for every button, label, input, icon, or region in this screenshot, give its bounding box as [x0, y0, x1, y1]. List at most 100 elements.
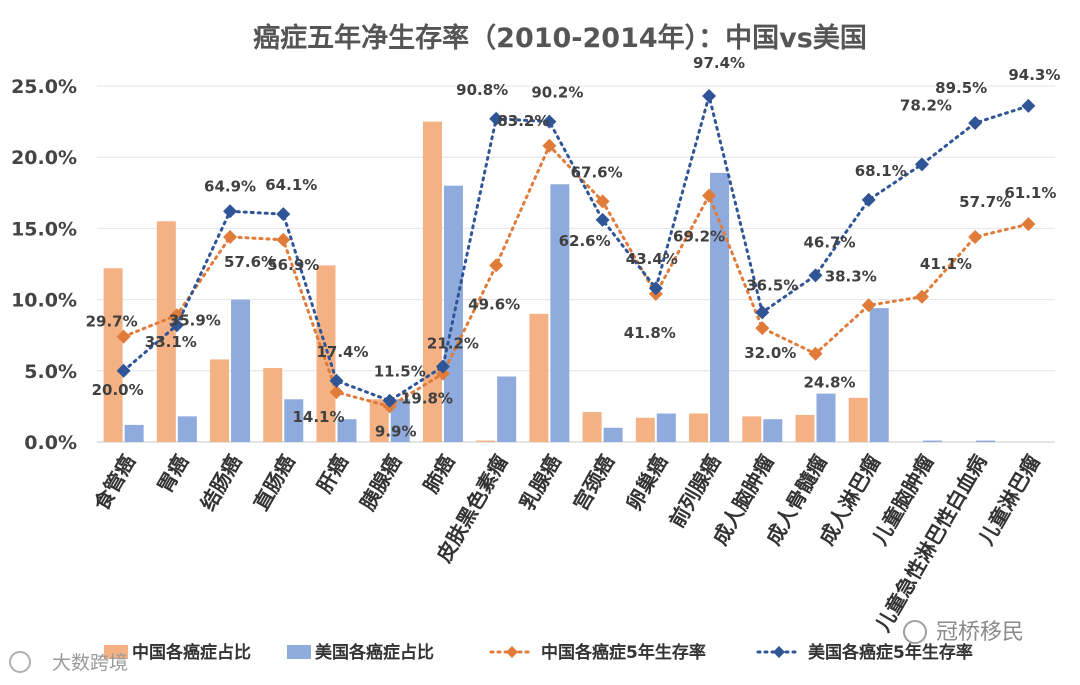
bar-usa [763, 419, 783, 442]
line-usa [122, 90, 1030, 403]
y-tick-label: 10.0% [11, 290, 77, 312]
x-tick-label: 胰腺癌 [355, 451, 406, 515]
data-label-usa: 43.4% [626, 250, 678, 268]
y-tick-label: 20.0% [11, 147, 77, 169]
bar-usa [976, 440, 996, 442]
marker-usa [276, 207, 291, 222]
bar-usa [656, 413, 676, 442]
bar-usa [550, 184, 570, 443]
bar-china [369, 399, 389, 442]
data-label-china: 29.7% [86, 313, 138, 331]
bar-china [635, 417, 655, 442]
marker-usa [116, 363, 131, 378]
data-label-usa: 17.4% [316, 343, 368, 361]
bar-usa [869, 308, 889, 442]
data-label-usa: 21.2% [427, 335, 479, 353]
data-label-usa: 64.9% [204, 177, 256, 195]
bar-china [156, 221, 176, 442]
marker-china [542, 138, 557, 153]
legend-label: 中国各癌症占比 [132, 642, 251, 663]
data-label-china: 83.2% [497, 112, 549, 130]
bar-china [529, 313, 549, 442]
x-tick-label: 食管癌 [89, 451, 140, 515]
bar-china [103, 268, 123, 442]
data-label-usa: 46.7% [803, 233, 855, 251]
marker-usa [223, 204, 238, 219]
bar-usa [284, 399, 304, 442]
marker-china [755, 321, 770, 336]
bar-china [263, 367, 283, 442]
bar-china [742, 416, 762, 442]
data-label-china: 38.3% [825, 267, 877, 285]
x-tick-label: 前列腺癌 [665, 451, 726, 532]
marker-usa [968, 116, 983, 131]
bar-usa [337, 419, 357, 442]
bar-china [422, 121, 442, 442]
data-label-usa: 94.3% [1008, 66, 1060, 84]
data-label-usa: 89.5% [935, 79, 987, 97]
marker-china [116, 329, 131, 344]
marker-usa [435, 359, 450, 374]
x-tick-label: 宫颈癌 [568, 451, 619, 515]
marker-china [489, 258, 504, 273]
bar-china [689, 413, 709, 442]
data-label-china: 41.8% [624, 324, 676, 342]
marker-usa [595, 212, 610, 227]
data-label-usa: 64.1% [265, 176, 317, 194]
bar-usa [177, 416, 197, 442]
data-label-china: 69.2% [673, 228, 725, 246]
marker-china [702, 188, 717, 203]
marker-china [1021, 217, 1036, 232]
x-tick-label: 肺癌 [418, 451, 459, 498]
marker-usa [329, 373, 344, 388]
bar-china [476, 440, 496, 442]
legend-swatch [104, 645, 128, 659]
data-label-china: 57.6% [224, 253, 276, 271]
bar-usa [710, 172, 730, 442]
marker-usa [169, 318, 184, 333]
watermark-left: 大数跨境 [9, 651, 128, 674]
x-tick-label: 胃癌 [152, 451, 193, 498]
legend-marker [506, 646, 518, 658]
bar-china [582, 412, 602, 442]
x-tick-label: 乳腺癌 [515, 451, 566, 515]
marker-usa [914, 157, 929, 172]
data-label-usa: 20.0% [92, 381, 144, 399]
legend-label: 中国各癌症5年生存率 [541, 642, 706, 663]
data-label-china: 9.9% [375, 422, 417, 440]
watermark-logo-icon [9, 651, 31, 673]
x-tick-label: 直肠癌 [249, 451, 300, 515]
bar-usa [816, 393, 836, 442]
data-label-china: 56.9% [267, 256, 319, 274]
marker-china [808, 346, 823, 361]
legend-marker [773, 646, 785, 658]
line-china [122, 143, 1030, 409]
marker-usa [489, 111, 504, 126]
data-label-china: 24.8% [803, 374, 855, 392]
data-label-usa: 36.5% [746, 276, 798, 294]
bar-china [795, 414, 815, 442]
bar-china [316, 265, 336, 442]
y-tick-label: 15.0% [11, 218, 77, 240]
x-tick-label: 卵巢癌 [621, 451, 672, 515]
data-labels-layer: 29.7% 35.9% 57.6%56.9% 14.1% 9.9% 19.8% 49.6% 8… [86, 54, 1061, 440]
data-label-usa: 90.8% [456, 81, 508, 99]
data-label-china: 57.7% [959, 193, 1011, 211]
marker-usa [542, 114, 557, 129]
marker-usa [808, 268, 823, 283]
bar-usa [231, 299, 251, 442]
marker-usa [648, 281, 663, 296]
marker-china [223, 229, 238, 244]
marker-usa [755, 305, 770, 320]
legend-label: 美国各癌症5年生存率 [808, 642, 973, 663]
bar-usa [603, 427, 623, 442]
data-label-usa: 33.1% [145, 333, 197, 351]
watermark-right: 冠桥移民 [903, 620, 1024, 645]
data-label-china: 49.6% [468, 295, 520, 313]
data-label-usa: 78.2% [900, 96, 952, 114]
marker-usa [1021, 98, 1036, 113]
y-tick-label: 25.0% [11, 76, 77, 98]
bar-usa [922, 440, 942, 442]
